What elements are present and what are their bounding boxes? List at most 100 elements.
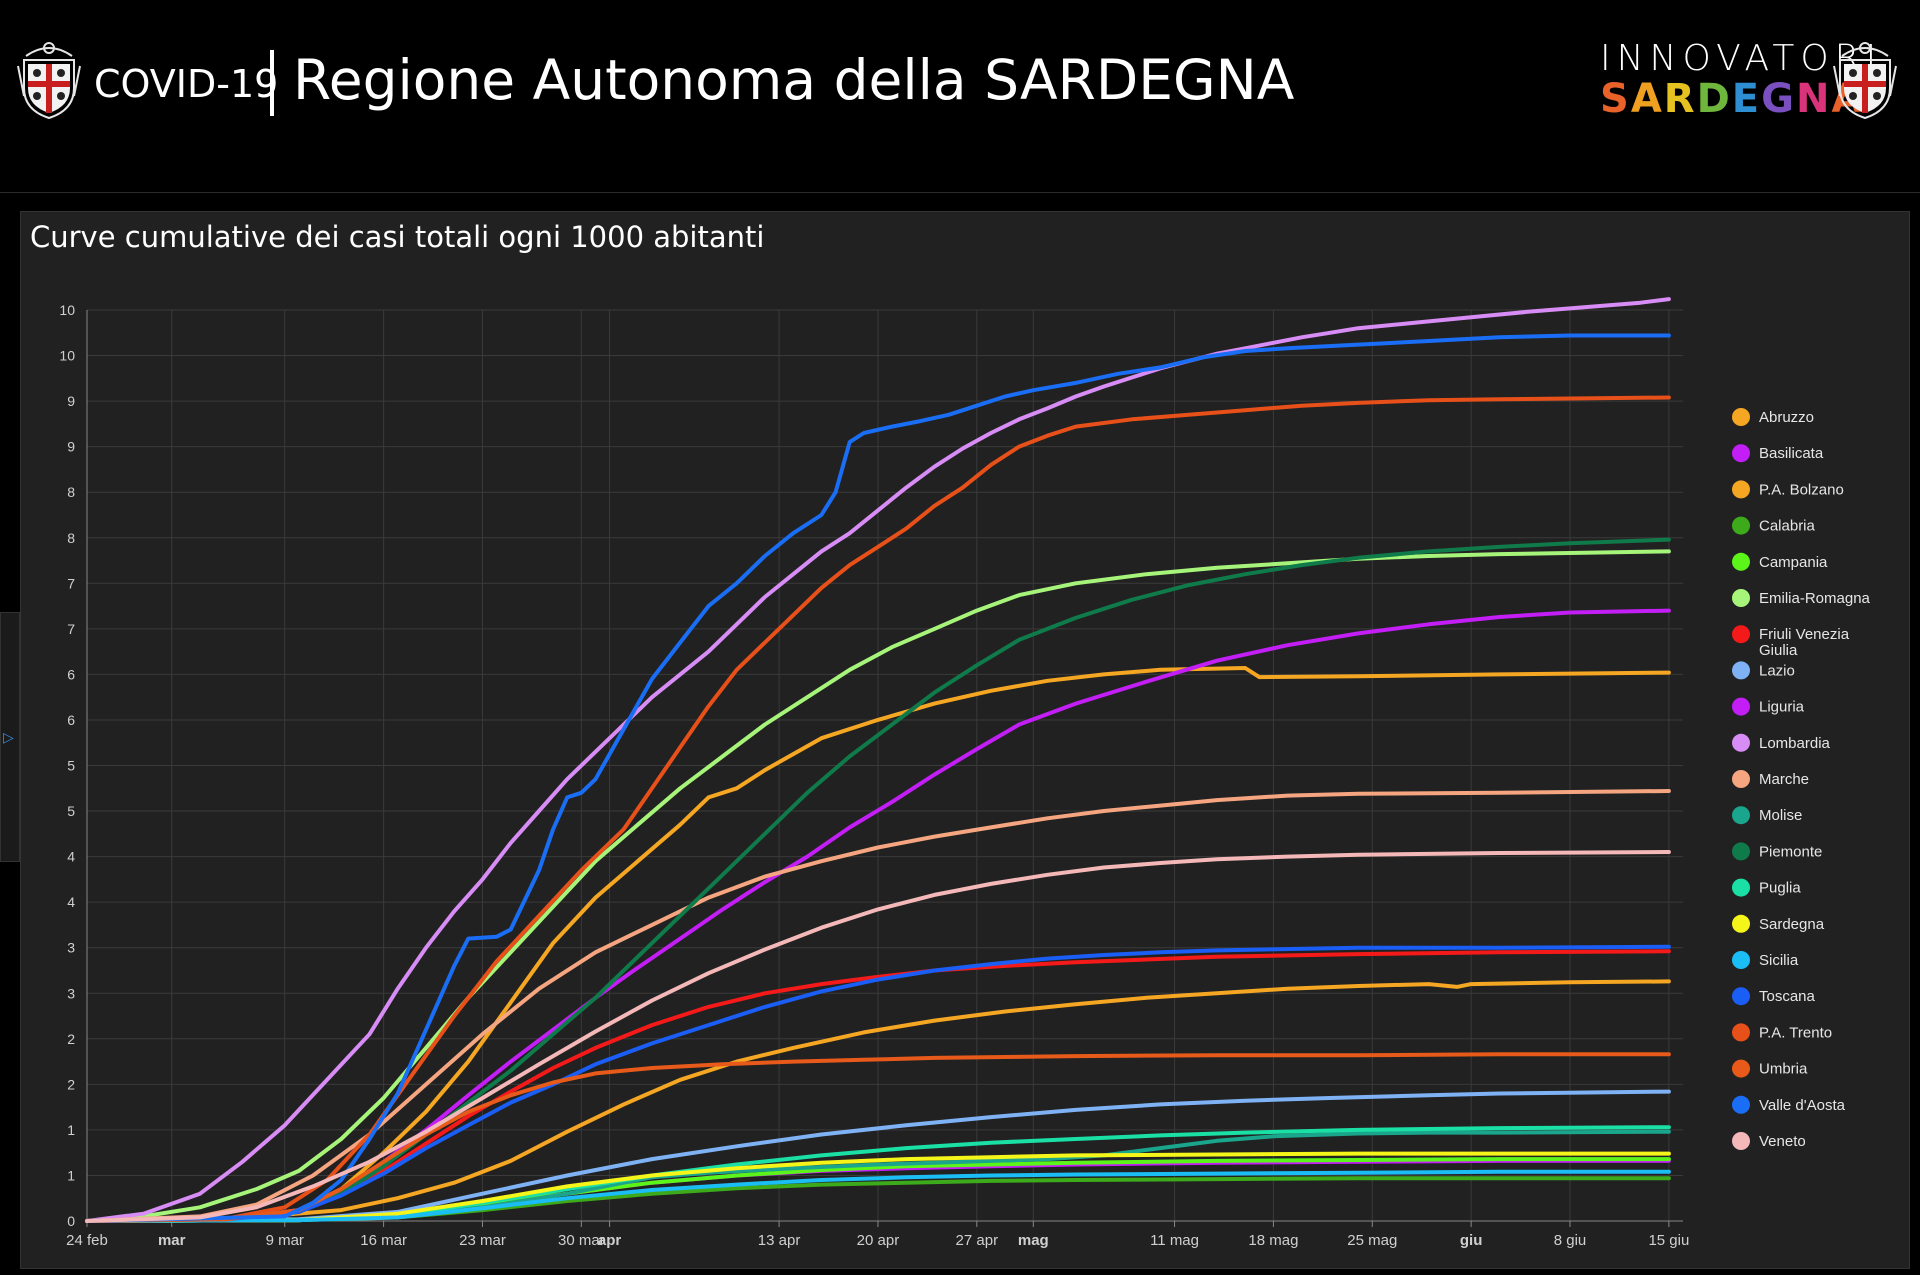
y-tick-label: 7 xyxy=(67,621,75,637)
legend-label[interactable]: Friuli Venezia Giulia xyxy=(1759,626,1850,659)
legend-label[interactable]: Basilicata xyxy=(1759,445,1824,462)
y-tick-label: 1 xyxy=(67,1122,75,1138)
legend-swatch[interactable] xyxy=(1732,516,1750,535)
series-line-molise xyxy=(85,1129,1671,1223)
y-tick-label: 8 xyxy=(67,530,75,546)
series-line-p-a-trento xyxy=(85,395,1671,1223)
brand-letter: N xyxy=(1795,76,1832,122)
x-tick-label: 11 mag xyxy=(1150,1232,1199,1249)
x-tick-label: 8 giu xyxy=(1554,1232,1587,1249)
series-line-sicilia xyxy=(85,1169,1671,1223)
y-tick-label: 10 xyxy=(59,348,75,364)
legend-swatch[interactable] xyxy=(1732,842,1750,861)
brand-letter: E xyxy=(1731,76,1762,122)
sardinia-coat-of-arms-icon xyxy=(17,42,81,120)
y-tick-label: 5 xyxy=(67,803,75,819)
y-tick-label: 9 xyxy=(67,439,75,455)
chart-title: Curve cumulative dei casi totali ogni 10… xyxy=(30,220,765,254)
legend-swatch[interactable] xyxy=(1732,878,1750,897)
y-tick-label: 10 xyxy=(59,302,75,318)
legend-label[interactable]: Piemonte xyxy=(1759,843,1822,860)
y-tick-label: 9 xyxy=(67,393,75,409)
y-tick-label: 2 xyxy=(67,1031,75,1047)
y-tick-label: 6 xyxy=(67,712,75,728)
legend-swatch[interactable] xyxy=(1732,806,1750,825)
brand-letter: A xyxy=(1630,76,1664,122)
x-tick-label: apr xyxy=(598,1232,622,1249)
legend-label[interactable]: Toscana xyxy=(1759,988,1816,1005)
x-tick-label: 27 apr xyxy=(956,1232,999,1249)
brand-logo-top: INNOVATORI xyxy=(1600,38,1883,79)
brand-letter: D xyxy=(1696,76,1732,122)
legend-swatch[interactable] xyxy=(1732,1023,1750,1042)
brand-letter: G xyxy=(1761,76,1796,122)
series-line-marche xyxy=(85,789,1671,1223)
legend-swatch[interactable] xyxy=(1732,625,1750,644)
legend-label[interactable]: Calabria xyxy=(1759,518,1816,535)
legend-swatch[interactable] xyxy=(1732,444,1750,463)
legend-label[interactable]: Veneto xyxy=(1759,1133,1806,1150)
y-tick-label: 3 xyxy=(67,940,75,956)
x-tick-label: giu xyxy=(1460,1232,1483,1249)
legend-label[interactable]: Puglia xyxy=(1759,880,1801,897)
y-tick-label: 5 xyxy=(67,758,75,774)
legend-swatch[interactable] xyxy=(1732,770,1750,788)
x-tick-label: 30 mar xyxy=(558,1232,605,1249)
legend-swatch[interactable] xyxy=(1732,914,1750,933)
series-line-emilia-romagna xyxy=(85,549,1671,1223)
y-tick-label: 2 xyxy=(67,1076,75,1092)
y-tick-label: 1 xyxy=(67,1167,75,1183)
series-line-umbria xyxy=(85,1052,1671,1223)
legend-swatch[interactable] xyxy=(1732,552,1750,571)
legend-label[interactable]: Valle d'Aosta xyxy=(1759,1097,1846,1114)
legend-label[interactable]: Lazio xyxy=(1759,662,1795,679)
legend-label[interactable]: P.A. Bolzano xyxy=(1759,481,1844,498)
legend-swatch[interactable] xyxy=(1732,1059,1750,1078)
legend-label[interactable]: Abruzzo xyxy=(1759,409,1814,426)
series-line-p-a-bolzano xyxy=(85,666,1671,1223)
line-chart: 0 1 1 2 2 3 3 4 4 5 5 6 6 7 7 8 8 9 9 10 10 24 feb mar 9 mar 16 … xyxy=(59,297,1871,1249)
legend-swatch[interactable] xyxy=(1732,951,1750,969)
expand-arrow-icon[interactable]: ▷ xyxy=(3,729,14,745)
x-tick-label: mag xyxy=(1018,1232,1049,1249)
brand-letter: S xyxy=(1600,76,1631,122)
legend-swatch[interactable] xyxy=(1732,661,1750,680)
legend-swatch[interactable] xyxy=(1732,589,1750,607)
y-tick-label: 7 xyxy=(67,575,75,591)
side-panel-toggle[interactable]: ▷ xyxy=(0,612,20,862)
sardinia-coat-of-arms-icon xyxy=(1833,42,1897,120)
legend-label[interactable]: Sardegna xyxy=(1759,916,1825,933)
x-tick-label: 13 apr xyxy=(758,1232,801,1249)
series-line-sardegna xyxy=(85,1151,1671,1223)
legend-label[interactable]: Emilia-Romagna xyxy=(1759,590,1871,607)
series-line-veneto xyxy=(85,850,1671,1223)
series-line-lombardia xyxy=(85,297,1671,1223)
chart-panel: Curve cumulative dei casi totali ogni 10… xyxy=(20,211,1910,1269)
legend-swatch[interactable] xyxy=(1732,697,1750,716)
legend-label[interactable]: Sicilia xyxy=(1759,952,1799,969)
legend-swatch[interactable] xyxy=(1732,1095,1750,1114)
legend-label[interactable]: Lombardia xyxy=(1759,735,1831,752)
series-line-lazio xyxy=(85,1089,1671,1223)
legend-label[interactable]: Umbria xyxy=(1759,1061,1808,1078)
y-tick-label: 3 xyxy=(67,985,75,1001)
legend-label[interactable]: Molise xyxy=(1759,807,1802,824)
y-tick-label: 6 xyxy=(67,666,75,682)
x-tick-label: mar xyxy=(158,1232,186,1249)
y-tick-label: 4 xyxy=(67,849,75,865)
brand-logo-bottom: SARDEGNA xyxy=(1600,76,1864,122)
legend-swatch[interactable] xyxy=(1732,733,1750,752)
x-tick-label: 15 giu xyxy=(1648,1232,1689,1249)
legend-label[interactable]: Liguria xyxy=(1759,699,1805,716)
legend-label[interactable]: Campania xyxy=(1759,554,1828,571)
x-tick-label: 18 mag xyxy=(1248,1232,1298,1249)
x-tick-label: 24 feb xyxy=(66,1232,108,1249)
legend-swatch[interactable] xyxy=(1732,480,1750,499)
legend-label[interactable]: P.A. Trento xyxy=(1759,1024,1832,1041)
legend-swatch[interactable] xyxy=(1732,1132,1750,1150)
legend-swatch[interactable] xyxy=(1732,408,1750,426)
title-separator xyxy=(270,50,274,116)
legend-swatch[interactable] xyxy=(1732,987,1750,1006)
legend-label[interactable]: Marche xyxy=(1759,771,1809,788)
y-tick-label: 0 xyxy=(67,1213,75,1229)
